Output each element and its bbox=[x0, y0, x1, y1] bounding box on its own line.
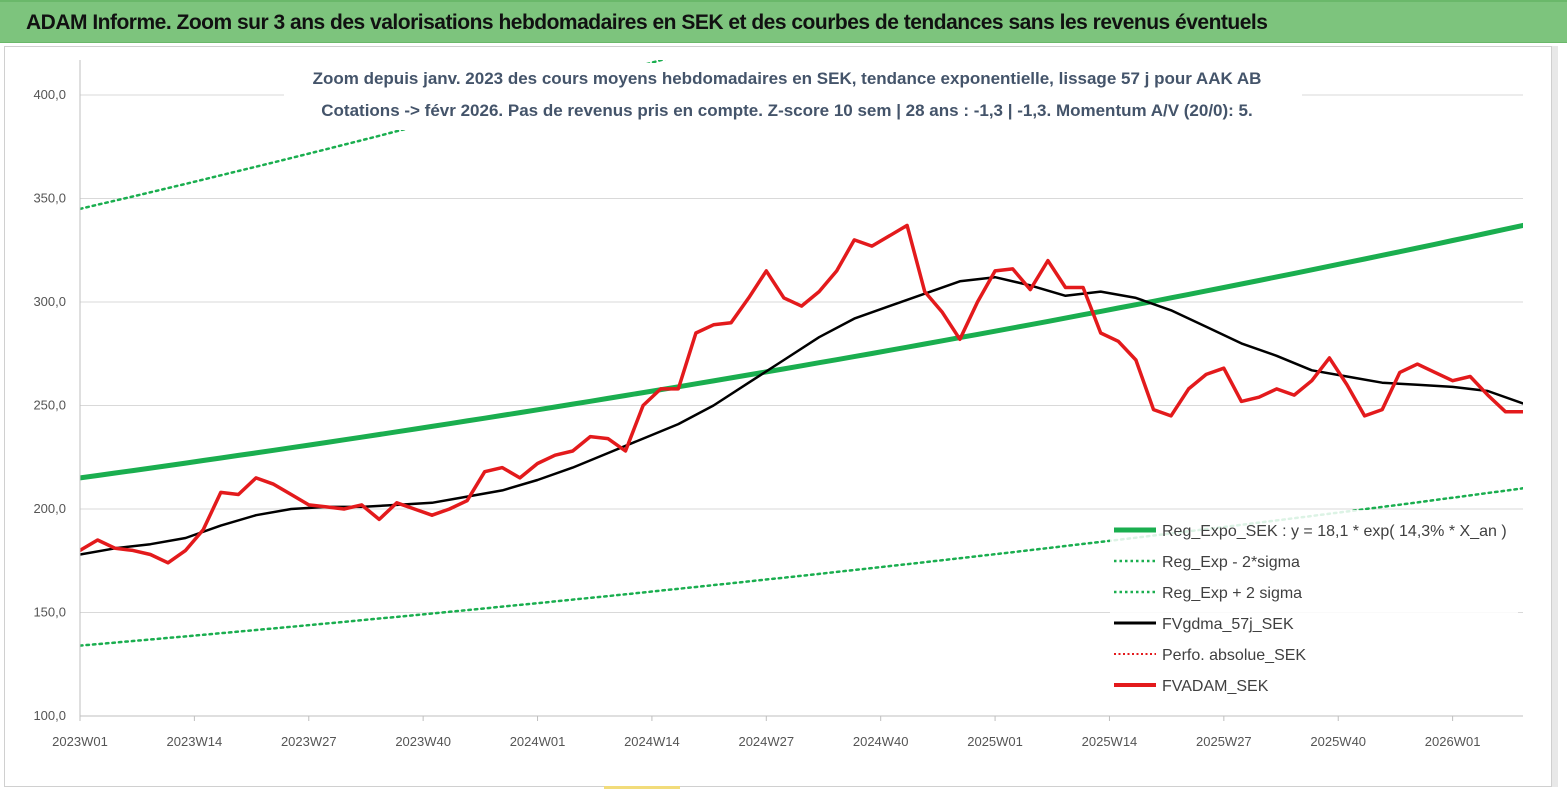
x-tick-label: 2025W27 bbox=[1196, 734, 1252, 749]
legend-entry: Reg_Exp + 2 sigma bbox=[1162, 585, 1302, 602]
x-tick-label: 2024W14 bbox=[624, 734, 680, 749]
chart-subtitle: Zoom depuis janv. 2023 des cours moyens … bbox=[284, 63, 1302, 130]
x-tick-label: 2024W27 bbox=[738, 734, 794, 749]
x-tick-label: 2025W14 bbox=[1082, 734, 1138, 749]
legend-entry: FVgdma_57j_SEK bbox=[1162, 616, 1294, 633]
chart-subtitle-line-2: Cotations -> févr 2026. Pas de revenus p… bbox=[321, 101, 1252, 120]
series-reg-exp-plus-2sigma bbox=[80, 60, 666, 211]
chart-subtitle-line-1: Zoom depuis janv. 2023 des cours moyens … bbox=[313, 69, 1262, 88]
legend-entry: Reg_Exp - 2*sigma bbox=[1162, 554, 1300, 571]
x-tick-label: 2023W14 bbox=[167, 734, 223, 749]
x-tick-label: 2025W40 bbox=[1310, 734, 1366, 749]
y-tick-label: 100,0 bbox=[33, 708, 66, 723]
y-tick-label: 400,0 bbox=[33, 87, 66, 102]
legend-entry: Perfo. absolue_SEK bbox=[1162, 647, 1306, 664]
axes: 100,0 150,0 200,0 250,0 300,0 350,0 400,0 2023W… bbox=[33, 60, 1523, 749]
y-tick-label: 250,0 bbox=[33, 398, 66, 413]
x-tick-label: 2023W01 bbox=[52, 734, 108, 749]
page-title: ADAM Informe. Zoom sur 3 ans des valoris… bbox=[26, 11, 1268, 34]
series-fvadam bbox=[80, 223, 1523, 565]
x-tick-label: 2026W01 bbox=[1425, 734, 1481, 749]
y-tick-label: 300,0 bbox=[33, 294, 66, 309]
x-tick-label: 2025W01 bbox=[967, 734, 1023, 749]
legend-entry: FVADAM_SEK bbox=[1162, 678, 1269, 695]
x-tick-label: 2024W40 bbox=[853, 734, 909, 749]
y-tick-label: 150,0 bbox=[33, 605, 66, 620]
vertical-scrollbar[interactable] bbox=[1551, 46, 1558, 787]
y-tick-label: 200,0 bbox=[33, 501, 66, 516]
x-tick-label: 2023W27 bbox=[281, 734, 337, 749]
x-tick-label: 2024W01 bbox=[510, 734, 566, 749]
y-tick-label: 350,0 bbox=[33, 191, 66, 206]
x-tick-label: 2023W40 bbox=[395, 734, 451, 749]
legend-entry: Reg_Expo_SEK : y = 18,1 * exp( 14,3% * X… bbox=[1162, 523, 1507, 540]
series-reg-expo bbox=[80, 222, 1523, 481]
sheet-tab-marker bbox=[604, 786, 680, 789]
chart-legend: Reg_Expo_SEK : y = 18,1 * exp( 14,3% * X… bbox=[1110, 510, 1518, 700]
title-banner: ADAM Informe. Zoom sur 3 ans des valoris… bbox=[0, 0, 1567, 43]
